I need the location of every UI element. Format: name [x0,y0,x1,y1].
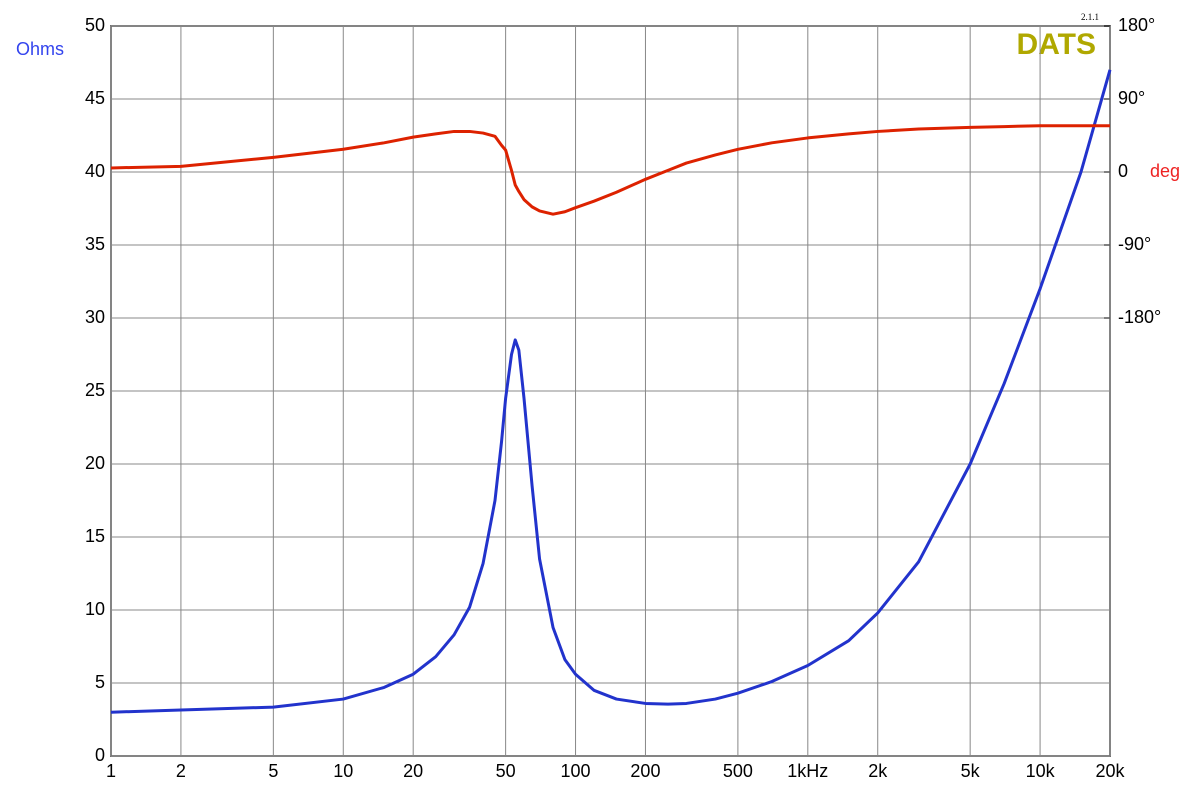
series-line [110,69,1112,714]
x-tick-label: 500 [723,761,753,781]
y-tick-label: 20 [85,453,105,473]
x-tick-label: 10k [1026,761,1056,781]
y-tick-label: 25 [85,380,105,400]
y2-tick-label: 0 [1118,161,1128,181]
y2-axis-label: deg [1150,161,1180,181]
x-tick-label: 1kHz [787,761,828,781]
x-tick-label: 50 [496,761,516,781]
y-tick-label: 30 [85,307,105,327]
y-tick-label: 45 [85,88,105,108]
x-tick-label: 5k [961,761,981,781]
y2-tick-label: 180° [1118,15,1155,35]
y-axis-label: Ohms [16,39,64,59]
logo: DATS [1017,28,1096,61]
y-tick-label: 35 [85,234,105,254]
x-tick-label: 2 [176,761,186,781]
x-tick-label: 200 [630,761,660,781]
x-tick-label: 10 [333,761,353,781]
y2-tick-label: -180° [1118,307,1161,327]
y2-tick-label: 90° [1118,88,1145,108]
x-tick-label: 1 [106,761,116,781]
y-tick-label: 5 [95,672,105,692]
x-tick-label: 5 [268,761,278,781]
x-tick-label: 20k [1095,761,1125,781]
y-tick-label: 15 [85,526,105,546]
y-tick-label: 40 [85,161,105,181]
y-tick-label: 50 [85,15,105,35]
y-tick-label: 10 [85,599,105,619]
version: 2.1.1 [1081,12,1099,22]
series-line [110,124,1110,216]
x-tick-label: 100 [561,761,591,781]
x-tick-label: 2k [868,761,888,781]
y2-tick-label: -90° [1118,234,1151,254]
x-tick-label: 20 [403,761,423,781]
y-tick-label: 0 [95,745,105,765]
